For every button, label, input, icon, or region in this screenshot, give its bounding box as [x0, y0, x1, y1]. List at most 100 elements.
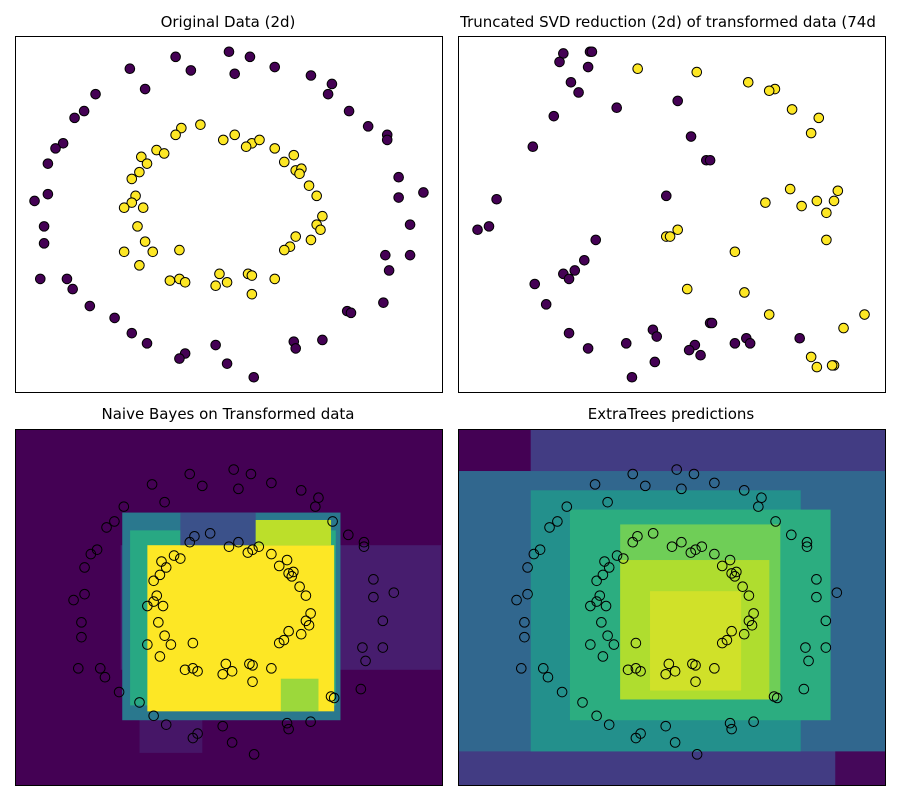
data-point-class-1	[246, 288, 258, 300]
data-point-class-0	[529, 278, 541, 290]
data-point-class-0	[515, 663, 527, 674]
plot-extratrees	[458, 429, 886, 786]
data-point-class-0	[544, 522, 555, 533]
data-point-class-1	[139, 236, 151, 247]
data-point-class-1	[303, 620, 315, 631]
data-point-class-1	[315, 224, 326, 236]
plot-original-data	[15, 36, 443, 393]
data-point-class-1	[278, 156, 290, 168]
data-point-class-1	[585, 600, 596, 612]
data-point-class-0	[649, 356, 661, 368]
data-point-class-0	[38, 221, 50, 232]
data-point-class-1	[832, 185, 844, 197]
data-point-class-0	[744, 338, 756, 349]
data-point-class-1	[242, 547, 254, 558]
data-point-class-0	[197, 480, 208, 492]
data-point-class-0	[141, 338, 153, 349]
data-point-class-0	[50, 143, 61, 154]
data-point-class-0	[266, 477, 277, 489]
data-point-class-1	[737, 581, 748, 593]
data-point-class-0	[695, 349, 706, 361]
data-point-class-1	[142, 639, 153, 650]
data-point-class-0	[554, 56, 565, 68]
data-point-class-1	[600, 600, 612, 612]
data-point-class-0	[602, 496, 613, 508]
data-point-class-1	[154, 651, 166, 662]
data-point-class-1	[266, 663, 277, 674]
decision-region	[180, 512, 256, 546]
data-point-class-0	[210, 339, 221, 351]
data-point-class-0	[29, 195, 40, 207]
data-point-class-0	[84, 300, 96, 312]
data-point-class-1	[151, 590, 163, 601]
data-point-class-1	[273, 637, 285, 649]
data-point-class-0	[794, 332, 806, 344]
data-point-class-1	[164, 275, 176, 286]
data-point-class-0	[706, 317, 718, 329]
data-point-class-0	[326, 78, 338, 90]
data-point-class-0	[786, 529, 797, 541]
data-point-class-1	[591, 575, 602, 587]
title-truncated-svd: Truncated SVD reduction (2d) of transfor…	[460, 13, 876, 31]
data-point-class-0	[738, 485, 750, 496]
data-point-class-1	[170, 129, 181, 141]
data-point-class-0	[368, 574, 379, 585]
data-point-class-0	[355, 683, 367, 695]
decision-region	[280, 678, 319, 712]
data-point-class-0	[660, 190, 672, 202]
data-point-class-0	[57, 138, 69, 149]
axes-frame	[15, 429, 443, 786]
data-point-class-1	[635, 665, 646, 677]
data-point-class-0	[290, 343, 302, 354]
data-point-class-1	[147, 246, 159, 258]
data-point-class-0	[586, 46, 598, 58]
data-point-class-1	[726, 568, 737, 579]
data-point-class-1	[743, 590, 755, 601]
data-point-class-0	[798, 683, 810, 695]
data-point-class-1	[187, 637, 199, 649]
data-point-class-0	[184, 468, 196, 480]
data-point-class-0	[771, 692, 783, 704]
data-point-class-1	[179, 664, 191, 676]
data-point-class-0	[42, 188, 54, 200]
data-point-class-0	[522, 588, 533, 600]
data-point-class-1	[283, 625, 294, 637]
data-point-class-1	[681, 283, 693, 295]
data-point-class-1	[317, 210, 328, 222]
data-point-class-1	[247, 660, 258, 671]
axes-frame	[458, 429, 886, 786]
data-point-class-0	[651, 331, 663, 342]
data-point-class-1	[214, 268, 225, 280]
data-point-class-0	[101, 522, 112, 533]
data-point-class-1	[630, 637, 642, 649]
data-point-class-0	[305, 70, 317, 81]
data-point-class-1	[226, 665, 238, 677]
data-point-class-0	[573, 87, 584, 98]
data-point-class-0	[704, 154, 716, 166]
data-point-class-1	[632, 63, 643, 75]
data-point-class-0	[542, 671, 554, 683]
data-point-class-1	[739, 287, 750, 298]
data-point-class-0	[582, 61, 594, 73]
data-point-class-1	[142, 600, 153, 612]
data-point-class-1	[174, 244, 185, 256]
data-point-class-0	[38, 238, 50, 249]
data-point-class-1	[742, 76, 754, 88]
data-point-class-0	[820, 642, 832, 653]
data-point-class-1	[294, 168, 305, 180]
data-point-class-0	[511, 594, 522, 606]
data-point-class-1	[254, 134, 265, 146]
data-point-class-0	[360, 655, 371, 667]
data-point-class-0	[94, 663, 106, 674]
data-point-class-0	[362, 121, 374, 132]
data-point-class-1	[175, 553, 186, 564]
data-point-class-1	[217, 668, 229, 680]
data-point-class-1	[192, 665, 203, 677]
data-point-class-1	[660, 668, 672, 680]
data-point-class-0	[691, 749, 703, 760]
data-point-class-1	[240, 141, 252, 152]
data-point-class-1	[288, 149, 300, 161]
data-point-class-0	[611, 102, 623, 113]
title-original-data: Original Data (2d)	[160, 13, 296, 31]
data-point-class-1	[126, 197, 138, 208]
